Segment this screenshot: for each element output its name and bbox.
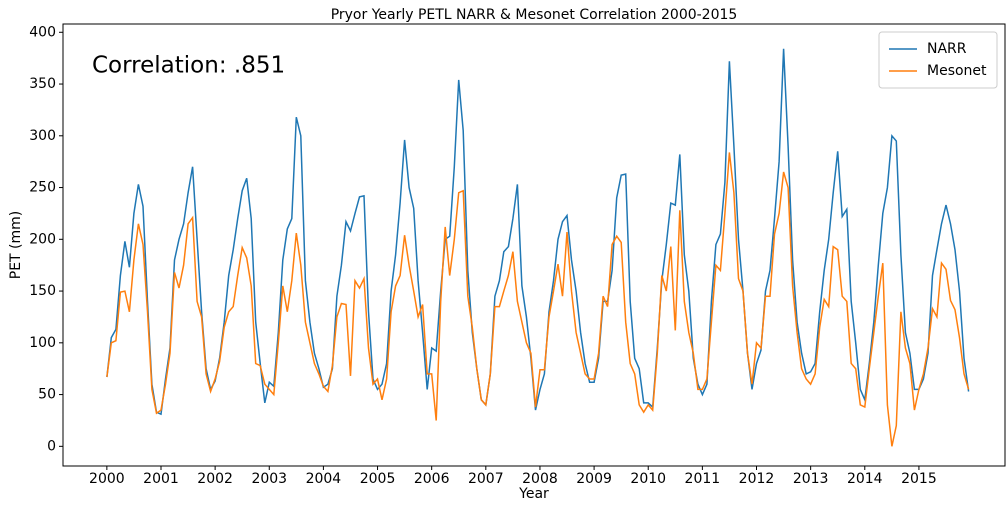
y-tick-label: 200 [29,231,56,247]
x-tick-label: 2013 [793,471,829,487]
x-tick-label: 2010 [630,471,666,487]
y-tick-label: 50 [38,387,56,403]
chart-title: Pryor Yearly PETL NARR & Mesonet Correla… [331,7,738,23]
y-axis-label: PET (mm) [8,211,24,280]
x-tick-label: 2000 [89,471,125,487]
y-tick-label: 100 [29,335,56,351]
y-tick-label: 0 [47,438,56,454]
series-line [106,152,970,447]
x-tick-label: 2007 [468,471,504,487]
y-tick-label: 150 [29,283,56,299]
x-tick-label: 2005 [360,471,396,487]
x-tick-label: 2012 [739,471,775,487]
series-line [106,48,970,416]
x-tick-label: 2004 [306,471,342,487]
x-tick-label: 2002 [197,471,233,487]
legend-label: NARR [927,41,967,57]
x-tick-label: 2014 [847,471,883,487]
x-tick-label: 2009 [576,471,612,487]
x-tick-label: 2011 [685,471,721,487]
plot-frame [62,23,1006,467]
x-tick-label: 2003 [251,471,287,487]
x-tick-label: 2006 [414,471,450,487]
annotation: Correlation: .851 [92,53,285,79]
y-tick-label: 400 [29,24,56,40]
x-axis-label: Year [518,486,549,502]
x-tick-label: 2015 [901,471,937,487]
legend-label: Mesonet [927,63,987,79]
legend-box [878,31,998,89]
x-tick-label: 2001 [143,471,179,487]
y-tick-label: 250 [29,180,56,196]
y-tick-label: 300 [29,128,56,144]
x-tick-label: 2008 [522,471,558,487]
y-tick-label: 350 [29,76,56,92]
